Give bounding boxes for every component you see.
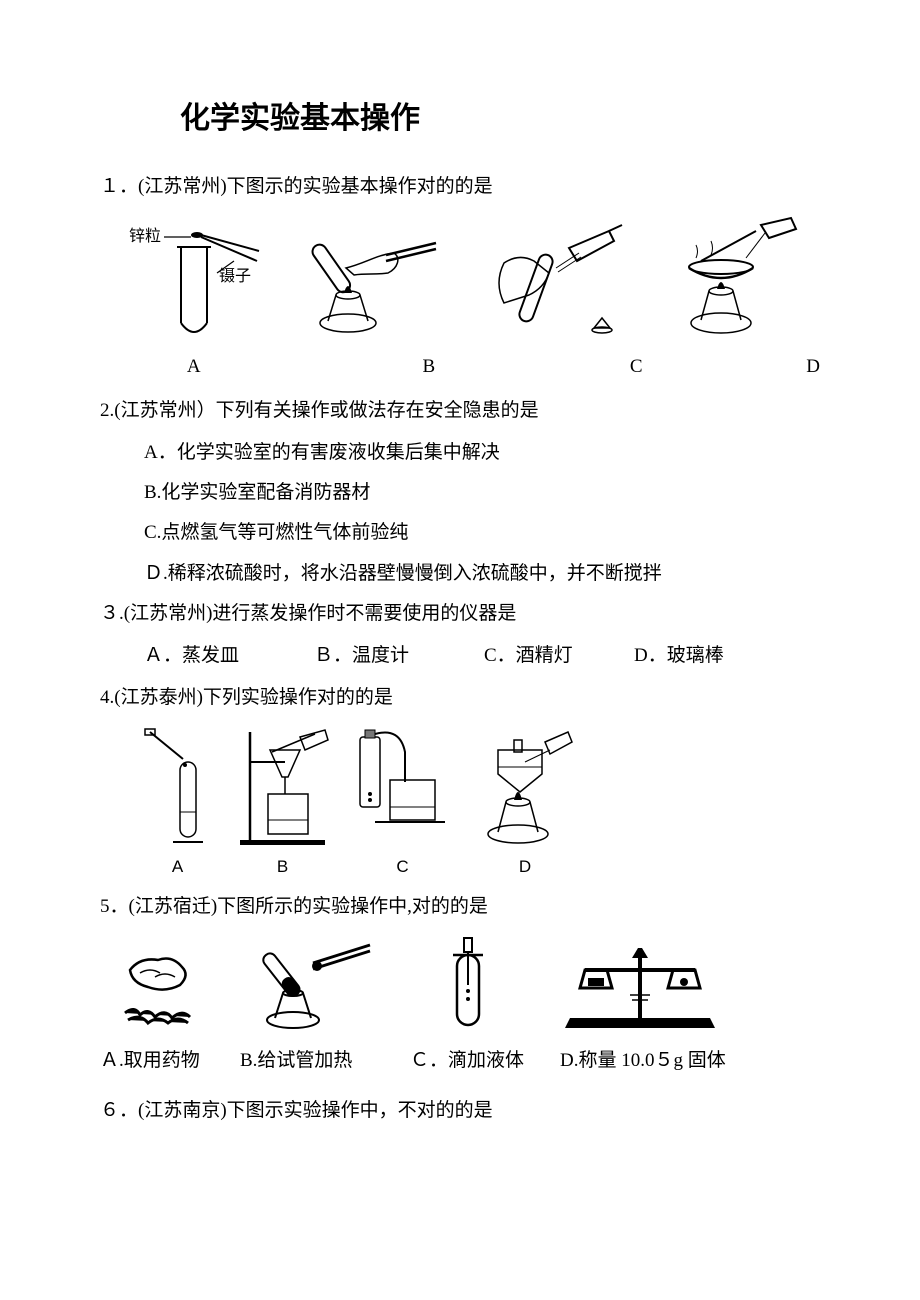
q5-opt-a: Ａ.取用药物 [100, 1050, 200, 1071]
q2-text: 2.(江苏常州）下列有关操作或做法存在安全隐患的是 [100, 393, 820, 429]
q2-opt-a: A．化学实验室的有害废液收集后集中解决 [100, 435, 820, 471]
q3-opt-a: Ａ．蒸发皿 [144, 638, 314, 674]
q3-text: ３.(江苏常州)进行蒸发操作时不需要使用的仪器是 [100, 596, 820, 632]
q4-diagram-d [465, 722, 585, 847]
q3-opt-b: Ｂ．温度计 [314, 638, 484, 674]
q1-label-c: C [630, 356, 643, 377]
q5-images [100, 935, 820, 1035]
page-title: 化学实验基本操作 [180, 90, 820, 147]
q1-label-b: B [422, 356, 435, 377]
q5-opt-d: D.称量 10.0５g 固体 [560, 1050, 726, 1071]
q1-labels: A B C D [100, 349, 820, 385]
q5-diagram-d [540, 940, 740, 1035]
q1-label-a: A [187, 356, 201, 377]
q5-diagram-b [230, 935, 400, 1035]
q5-opt-c: Ｃ．滴加液体 [410, 1050, 524, 1071]
q2-opt-b: B.化学实验室配备消防器材 [100, 475, 820, 511]
tweezers-label: 镊子 [219, 267, 251, 285]
q4-diagram-a [130, 727, 225, 847]
q5-opt-b: B.给试管加热 [240, 1050, 352, 1071]
q2-opt-d: Ｄ.稀释浓硫酸时，将水沿器壁慢慢倒入浓硫酸中，并不断搅拌 [100, 556, 820, 592]
q4-diagram-b [225, 722, 340, 847]
q4-diagram-c [340, 722, 465, 847]
q4-images [100, 722, 820, 847]
q4-label-d: D [519, 857, 531, 876]
q4-label-a: A [172, 857, 183, 876]
q3-opt-c: C．酒精灯 [484, 638, 634, 674]
q1-diagram-b [286, 213, 456, 343]
q1-diagram-a: 锌粒 镊子 [119, 223, 269, 343]
q3-options: Ａ．蒸发皿 Ｂ．温度计 C．酒精灯 D．玻璃棒 [100, 638, 820, 674]
q4-label-c: C [396, 857, 408, 876]
q5-diagram-a [100, 945, 230, 1035]
q2-opt-c: C.点燃氢气等可燃性气体前验纯 [100, 515, 820, 551]
q1-label-d: D [806, 356, 820, 377]
q1-text: １．(江苏常州)下图示的实验基本操作对的的是 [100, 169, 820, 205]
q1-diagram-d [661, 213, 811, 343]
zinc-label: 锌粒 [129, 227, 161, 245]
q1-images: 锌粒 镊子 [100, 213, 820, 343]
q4-text: 4.(江苏泰州)下列实验操作对的的是 [100, 680, 820, 716]
q5-text: 5．(江苏宿迁)下图所示的实验操作中,对的的是 [100, 889, 820, 925]
q4-labels: A B C D [100, 851, 820, 883]
q5-diagram-c [400, 935, 540, 1035]
q1-diagram-c [474, 213, 644, 343]
q6-text: ６．(江苏南京)下图示实验操作中，不对的的是 [100, 1093, 820, 1129]
q5-labels: Ａ.取用药物 B.给试管加热 Ｃ．滴加液体 D.称量 10.0５g 固体 [100, 1043, 820, 1079]
q3-opt-d: D．玻璃棒 [634, 638, 784, 674]
q4-label-b: B [277, 857, 288, 876]
